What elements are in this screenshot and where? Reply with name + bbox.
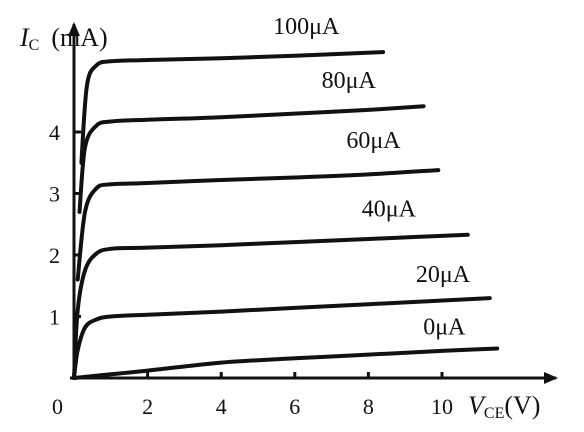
y-axis-unit: (mA) xyxy=(51,23,107,52)
curve-label: 60μA xyxy=(346,128,401,154)
x-ticks: 2 4 6 8 10 xyxy=(142,372,453,419)
curve-labels: 0μA 20μA 40μA 60μA 80μA 100μA xyxy=(273,14,471,340)
x-tick-label: 8 xyxy=(363,394,374,419)
curve-label: 100μA xyxy=(273,14,340,40)
curve-label: 40μA xyxy=(362,197,417,223)
x-tick-label: 10 xyxy=(431,394,453,419)
curve-label: 20μA xyxy=(416,262,471,288)
y-tick-label: 4 xyxy=(49,120,60,145)
y-axis-subscript: C xyxy=(29,37,40,54)
x-tick-label: 4 xyxy=(216,394,227,419)
x-axis-subscript: CE xyxy=(484,405,504,422)
x-axis-symbol: V xyxy=(468,391,487,420)
x-axis-unit: (V) xyxy=(504,391,540,420)
y-axis-title: IC (mA) xyxy=(19,23,108,54)
curve-series xyxy=(72,232,470,380)
y-tick-label: 1 xyxy=(49,305,60,330)
curve-series xyxy=(72,346,500,380)
x-tick-label: 2 xyxy=(142,394,153,419)
x-axis-title: VCE(V) xyxy=(468,391,540,422)
y-ticks: 1 2 3 4 xyxy=(49,120,81,330)
curve-label: 80μA xyxy=(322,68,377,94)
curve-series xyxy=(79,50,386,165)
y-tick-label: 3 xyxy=(49,182,60,207)
curve-label: 0μA xyxy=(423,314,466,340)
curve-series xyxy=(75,168,441,282)
origin-label: 0 xyxy=(52,394,63,419)
curve-series xyxy=(77,104,426,214)
x-tick-label: 6 xyxy=(289,394,300,419)
curve-series xyxy=(72,296,492,380)
y-axis-symbol: I xyxy=(19,23,30,52)
y-tick-label: 2 xyxy=(49,243,60,268)
curves xyxy=(72,50,500,380)
